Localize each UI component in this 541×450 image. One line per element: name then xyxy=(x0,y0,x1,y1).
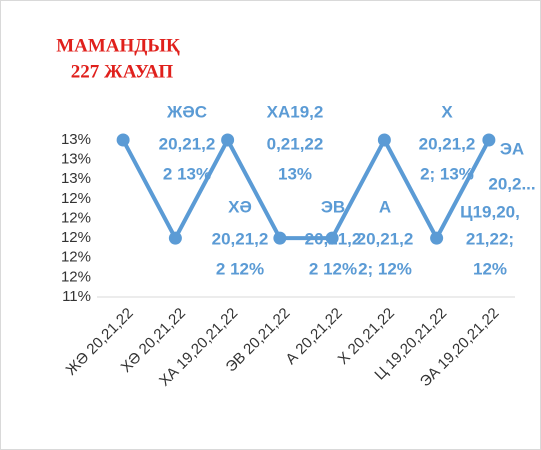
line xyxy=(121,138,491,241)
data-label: ЭА xyxy=(500,139,524,158)
data-label: Ц19,20, xyxy=(460,202,520,221)
data-label: ЭВ xyxy=(321,197,345,216)
marker xyxy=(221,133,235,147)
marker xyxy=(116,133,130,147)
marker xyxy=(325,231,339,245)
data-label: 2 13% xyxy=(163,164,211,183)
data-label: 20,21,2 xyxy=(159,134,216,153)
y-tick-label: 12% xyxy=(61,229,91,246)
data-label: 2 12% xyxy=(309,259,357,278)
data-label: 0,21,22 xyxy=(267,134,324,153)
y-tick-label: 12% xyxy=(61,190,91,207)
y-tick-label: 12% xyxy=(61,268,91,285)
data-label: 12% xyxy=(473,259,507,278)
data-label: 2 12% xyxy=(216,259,264,278)
title-line: МАМАНДЫҚ xyxy=(56,35,180,56)
y-tick-label: 13% xyxy=(61,151,91,168)
data-label: А xyxy=(379,197,391,216)
data-label: ХӘ xyxy=(228,197,252,216)
marker xyxy=(273,231,287,245)
y-tick-label: 12% xyxy=(61,249,91,266)
y-tick-label: 13% xyxy=(61,170,91,187)
data-label: 20,21,2 xyxy=(357,229,414,248)
marker xyxy=(377,133,391,147)
data-label: ХА19,2 xyxy=(267,102,324,121)
data-label: 2; 12% xyxy=(358,259,412,278)
marker xyxy=(168,231,182,245)
data-label: 20,21,2 xyxy=(419,134,476,153)
data-label: 2; 13% xyxy=(420,164,474,183)
title-line: 227 ЖАУАП xyxy=(71,61,174,82)
data-label: ЖӘС xyxy=(166,102,207,121)
y-tick-label: 11% xyxy=(62,288,91,305)
data-label: 21,22; xyxy=(466,229,514,248)
marker xyxy=(430,231,444,245)
marker xyxy=(482,133,496,147)
y-tick-label: 13% xyxy=(61,131,91,148)
data-label: 20,2... xyxy=(488,174,535,193)
y-tick-label: 12% xyxy=(61,209,91,226)
data-label: Х xyxy=(441,102,453,121)
data-label: 20,21,2 xyxy=(212,229,269,248)
data-label: 20,21,2 xyxy=(305,229,362,248)
data-label: 13% xyxy=(278,164,312,183)
